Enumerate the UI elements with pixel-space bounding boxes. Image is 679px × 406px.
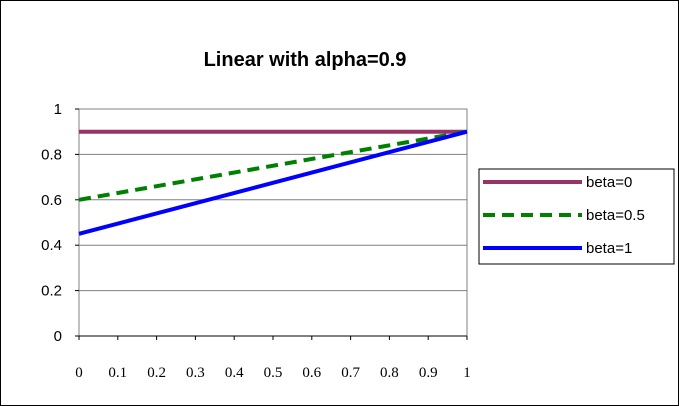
- x-tick-label: 0.3: [186, 365, 205, 381]
- x-tick-label: 0.6: [302, 365, 321, 381]
- y-tick-label: 0: [54, 328, 62, 345]
- x-tick-label: 0.8: [380, 365, 399, 381]
- x-tick-label: 0: [75, 365, 83, 381]
- x-tick-label: 0.4: [225, 365, 244, 381]
- y-axis: 0 0.2 0.4 0.6 0.8 1: [41, 101, 79, 345]
- gridlines: [79, 153, 467, 292]
- legend-label-2: beta=0.5: [586, 207, 645, 224]
- y-tick-label: 0.8: [41, 146, 62, 163]
- chart-title: Linear with alpha=0.9: [204, 49, 407, 71]
- y-tick-label: 0.4: [41, 237, 62, 254]
- x-tick-label: 0.5: [264, 365, 283, 381]
- x-tick-label: 0.2: [147, 365, 166, 381]
- y-tick-label: 0.2: [41, 283, 62, 300]
- legend-label-3: beta=1: [586, 240, 632, 257]
- series-line-2: [78, 129, 468, 202]
- legend-items: beta=0 beta=0.5 beta=1: [483, 174, 645, 257]
- x-tick-label: 0.9: [419, 365, 438, 381]
- x-tick-label: 1: [463, 365, 471, 381]
- legend-label-1: beta=0: [586, 174, 632, 191]
- series-line-3: [78, 129, 468, 236]
- x-tick-label: 0.1: [108, 365, 127, 381]
- x-tick-label: 0.7: [341, 365, 360, 381]
- x-axis: 0 0.1 0.2 0.3 0.4 0.5 0.6 0.7 0.8 0.9 1: [75, 335, 471, 381]
- y-tick-label: 1: [54, 101, 62, 118]
- y-tick-label: 0.6: [41, 192, 62, 209]
- series-lines: [78, 129, 468, 236]
